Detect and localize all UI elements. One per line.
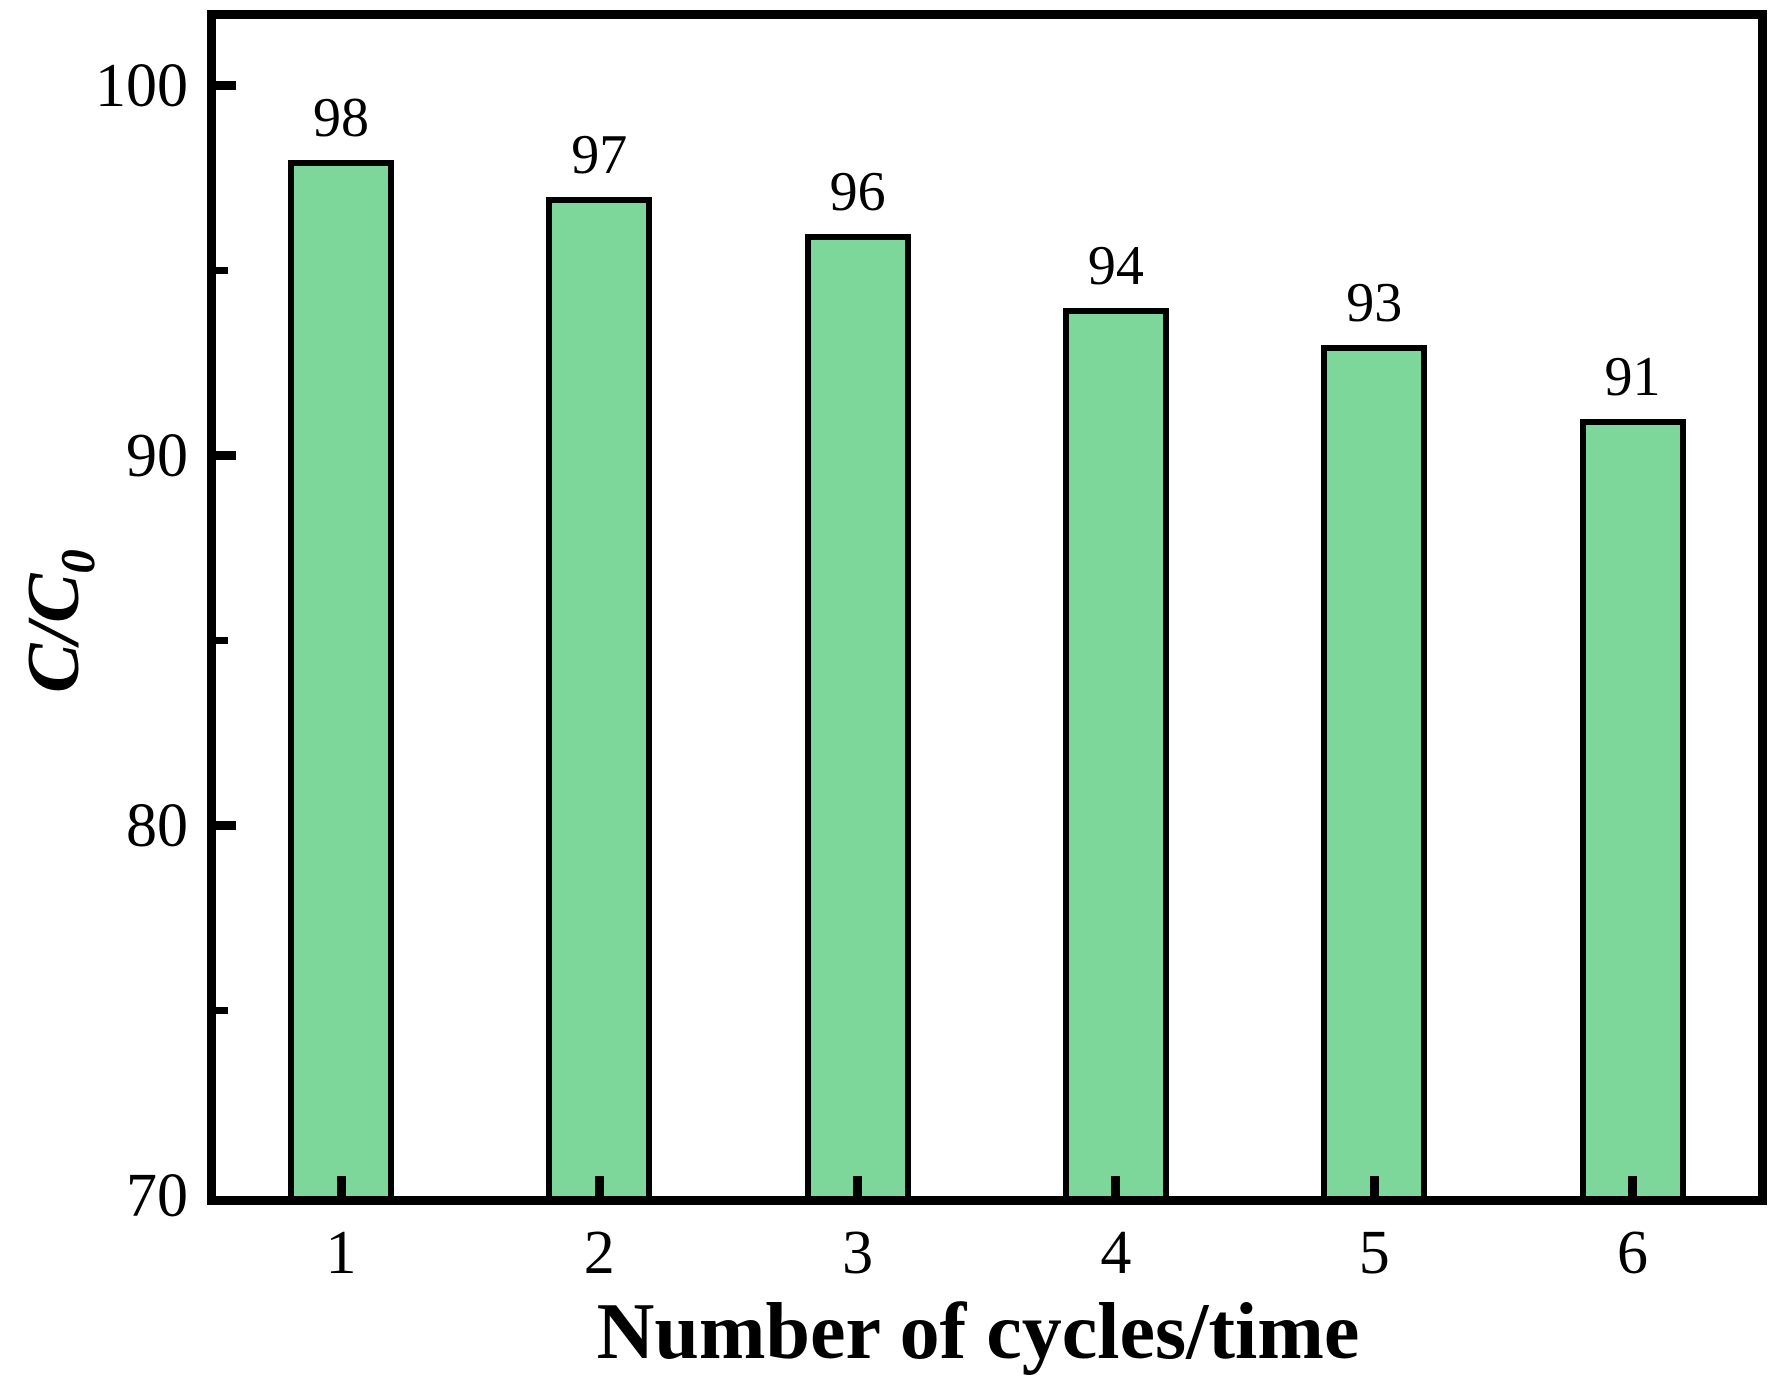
y-tick-label: 90: [126, 421, 188, 490]
bar: [1321, 344, 1428, 1196]
x-tick-label: 3: [842, 1219, 874, 1287]
y-axis-title: C/C0: [13, 549, 105, 693]
x-axis-tick: [853, 1176, 863, 1196]
x-tick-label: 4: [1100, 1219, 1132, 1287]
bar-value-label: 98: [313, 86, 369, 149]
y-axis-title-text: C/C: [13, 573, 95, 693]
x-tick-label: 5: [1358, 1219, 1390, 1287]
x-axis-tick: [1111, 1176, 1121, 1196]
bar-value-label: 93: [1346, 271, 1403, 334]
x-axis-title-text: Number of cycles/time: [596, 1288, 1360, 1376]
plot-area: 98 97 96 94 93 91: [207, 10, 1767, 1205]
y-axis-major-tick: [216, 451, 236, 461]
x-tick-label: 2: [583, 1219, 615, 1287]
y-axis-title-subscript: 0: [49, 549, 105, 574]
x-axis-tick: [336, 1176, 346, 1196]
y-axis-minor-tick: [216, 637, 228, 645]
bar-value-label: 94: [1087, 234, 1144, 297]
bar-value-label: 91: [1604, 345, 1661, 408]
y-tick-label: 70: [126, 1162, 188, 1230]
y-axis-major-tick: [216, 821, 236, 831]
bar: [288, 159, 394, 1196]
bar: [1062, 307, 1169, 1196]
y-axis-minor-tick: [216, 267, 228, 275]
x-axis-tick: [594, 1176, 604, 1196]
x-tick-label: 6: [1617, 1219, 1648, 1287]
x-axis-title: Number of cycles/time: [597, 1288, 1360, 1376]
y-axis-major-tick: [216, 81, 236, 91]
bar-value-label: 96: [829, 160, 886, 223]
x-tick-label: 1: [325, 1219, 357, 1287]
bar-value-label: 97: [571, 123, 628, 186]
y-tick-label: 80: [126, 791, 188, 860]
x-axis-tick: [1628, 1176, 1637, 1196]
bar: [1579, 418, 1686, 1196]
y-axis-minor-tick: [216, 1007, 228, 1015]
y-tick-label: 100: [95, 51, 188, 120]
bar: [804, 233, 911, 1196]
x-axis-tick: [1369, 1176, 1379, 1196]
bar: [546, 196, 653, 1196]
